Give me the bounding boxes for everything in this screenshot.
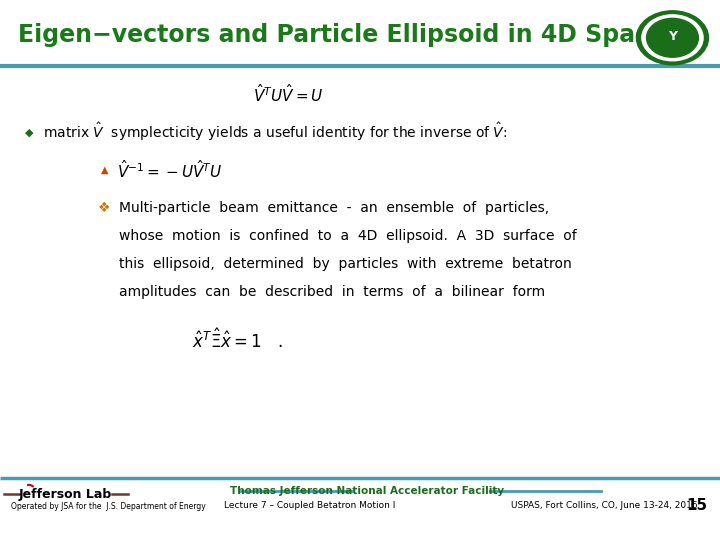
Text: $\hat{V}^{-1} = -U\hat{V}^{T}U$: $\hat{V}^{-1} = -U\hat{V}^{T}U$: [117, 159, 223, 181]
Text: ◆: ◆: [24, 127, 33, 137]
Text: Jefferson Lab: Jefferson Lab: [18, 488, 112, 501]
Text: Operated by JSA for the  J.S. Department of Energy: Operated by JSA for the J.S. Department …: [11, 502, 205, 511]
Text: ❖: ❖: [98, 201, 111, 215]
Text: amplitudes  can  be  described  in  terms  of  a  bilinear  form: amplitudes can be described in terms of …: [119, 285, 545, 299]
Text: this  ellipsoid,  determined  by  particles  with  extreme  betatron: this ellipsoid, determined by particles …: [119, 257, 572, 271]
Text: $\hat{x}^{T}\hat{\Xi}\hat{x} = 1$   .: $\hat{x}^{T}\hat{\Xi}\hat{x} = 1$ .: [192, 328, 283, 352]
Text: whose  motion  is  confined  to  a  4D  ellipsoid.  A  3D  surface  of: whose motion is confined to a 4D ellipso…: [119, 229, 577, 243]
Circle shape: [636, 11, 708, 65]
Circle shape: [647, 18, 698, 57]
Text: matrix $\hat{V}$  symplecticity yields a useful identity for the inverse of $\ha: matrix $\hat{V}$ symplecticity yields a …: [43, 121, 508, 144]
Circle shape: [642, 15, 703, 60]
Text: 15: 15: [686, 498, 707, 514]
Text: Lecture 7 – Coupled Betatron Motion I: Lecture 7 – Coupled Betatron Motion I: [224, 502, 395, 510]
Text: Multi-particle  beam  emittance  -  an  ensemble  of  particles,: Multi-particle beam emittance - an ensem…: [119, 201, 549, 215]
Text: Y: Y: [668, 30, 677, 43]
Text: USPAS, Fort Collins, CO, June 13-24, 2016: USPAS, Fort Collins, CO, June 13-24, 201…: [511, 502, 698, 510]
Text: Eigen−vectors and Particle Ellipsoid in 4D Space: Eigen−vectors and Particle Ellipsoid in …: [18, 23, 665, 47]
Text: Thomas Jefferson National Accelerator Facility: Thomas Jefferson National Accelerator Fa…: [230, 487, 504, 496]
Text: $\hat{V}^{T}U\hat{V} = U$: $\hat{V}^{T}U\hat{V} = U$: [253, 84, 323, 105]
Text: ▲: ▲: [101, 165, 108, 175]
